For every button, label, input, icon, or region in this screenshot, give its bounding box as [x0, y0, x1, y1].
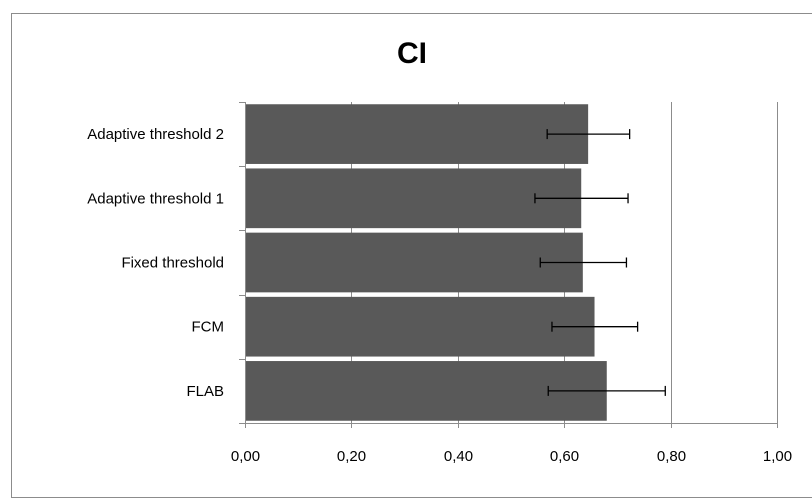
x-tick-label: 0,80 [657, 448, 686, 465]
category-label: FCM [192, 319, 225, 336]
bars [245, 104, 607, 421]
chart-title: CI [397, 37, 427, 70]
x-tick-label: 0,40 [444, 448, 473, 465]
bar [245, 296, 595, 357]
bar [245, 168, 582, 229]
error-bar [547, 385, 666, 396]
error-bars [534, 129, 666, 396]
axes [239, 102, 778, 428]
category-label: Fixed threshold [121, 255, 224, 272]
error-bar [539, 257, 628, 268]
bar [245, 361, 607, 421]
error-bar [534, 193, 629, 204]
bar [245, 232, 583, 293]
x-tick-label: 1,00 [763, 448, 792, 465]
category-label: Adaptive threshold 2 [87, 126, 224, 143]
error-bar [546, 129, 631, 140]
x-tick-label: 0,00 [231, 448, 260, 465]
x-tick-label: 0,60 [550, 448, 579, 465]
x-tick-label: 0,20 [337, 448, 366, 465]
bar [245, 104, 589, 164]
category-labels: Adaptive threshold 2 Adaptive threshold 1… [87, 126, 224, 400]
category-label: Adaptive threshold 1 [87, 190, 224, 207]
category-label: FLAB [186, 383, 224, 400]
tick-labels: 0,00 0,20 0,40 0,60 0,80 1,00 [231, 448, 792, 465]
error-bar [551, 321, 639, 332]
